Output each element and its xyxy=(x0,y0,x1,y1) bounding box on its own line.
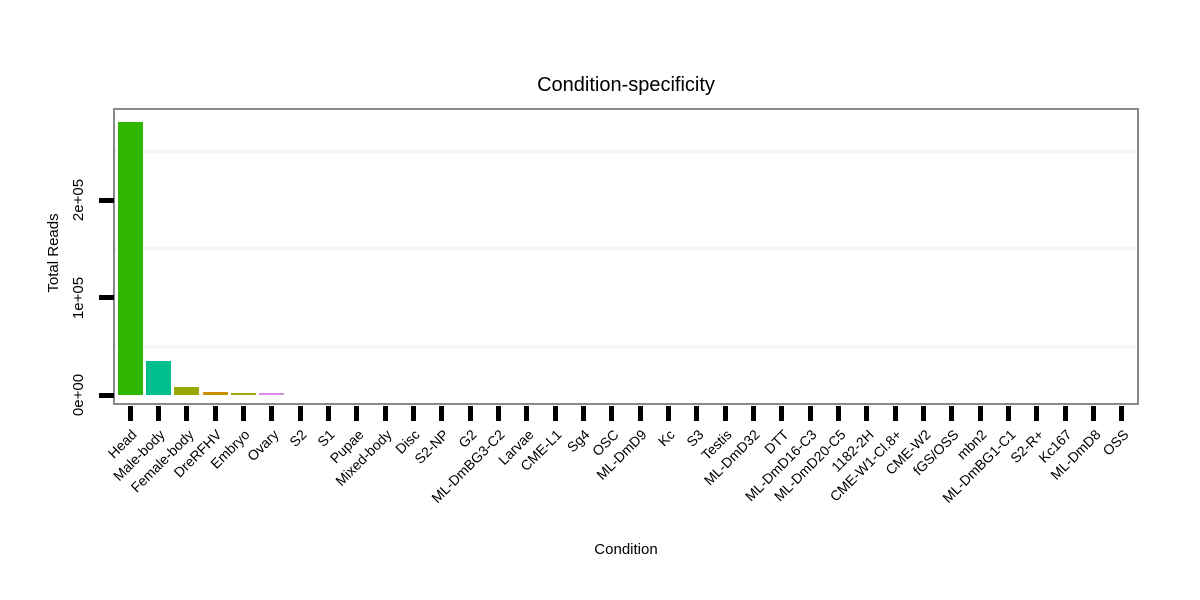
y-axis-title: Total Reads xyxy=(45,213,62,293)
x-tick xyxy=(382,406,388,421)
y-tick xyxy=(99,295,114,300)
y-tick xyxy=(99,197,114,203)
x-tick xyxy=(269,406,275,421)
x-tick xyxy=(467,406,473,421)
plot-panel xyxy=(113,108,1139,405)
x-tick xyxy=(1034,406,1040,421)
x-tick xyxy=(977,406,983,421)
minor-gridline xyxy=(115,247,1137,251)
x-tick xyxy=(1062,406,1068,421)
x-tick xyxy=(240,406,246,421)
x-tick xyxy=(949,406,955,421)
x-tick xyxy=(354,406,360,421)
x-tick xyxy=(1119,406,1125,421)
x-tick xyxy=(439,406,445,421)
x-tick xyxy=(212,406,218,421)
x-tick xyxy=(921,406,927,421)
x-tick xyxy=(325,406,331,421)
x-tick xyxy=(580,406,586,421)
x-tick xyxy=(155,406,161,421)
x-tick xyxy=(779,406,785,421)
bar-female-body xyxy=(174,386,200,395)
x-tick xyxy=(892,406,898,421)
bar-embryo xyxy=(230,392,256,395)
bar-head xyxy=(117,122,143,395)
y-tick-label: 1e+05 xyxy=(70,276,87,319)
x-tick xyxy=(864,406,870,421)
minor-gridline xyxy=(115,149,1137,153)
x-tick xyxy=(552,406,558,421)
x-tick xyxy=(637,406,643,421)
x-axis-title: Condition xyxy=(594,541,658,558)
x-tick xyxy=(722,406,728,421)
x-tick xyxy=(1006,406,1012,421)
x-tick xyxy=(694,406,700,421)
x-tick xyxy=(1091,406,1097,421)
y-tick-label: 2e+05 xyxy=(70,178,87,222)
bar-drerfhv xyxy=(202,391,228,395)
x-tick xyxy=(836,406,841,421)
y-tick xyxy=(99,392,114,398)
bar-male-body xyxy=(145,360,171,395)
x-tick xyxy=(665,406,671,421)
x-tick xyxy=(410,406,416,421)
x-tick xyxy=(495,406,501,421)
x-tick xyxy=(127,406,133,421)
x-tick xyxy=(807,406,813,421)
x-tick xyxy=(184,406,190,421)
minor-gridline xyxy=(115,344,1137,348)
x-tick xyxy=(750,406,756,421)
y-tick-label: 0e+00 xyxy=(70,373,87,417)
x-tick xyxy=(297,406,303,421)
x-tick xyxy=(609,406,615,421)
chart-title: Condition-specificity xyxy=(537,74,715,96)
bar-ovary xyxy=(259,393,285,395)
x-tick xyxy=(524,406,530,421)
